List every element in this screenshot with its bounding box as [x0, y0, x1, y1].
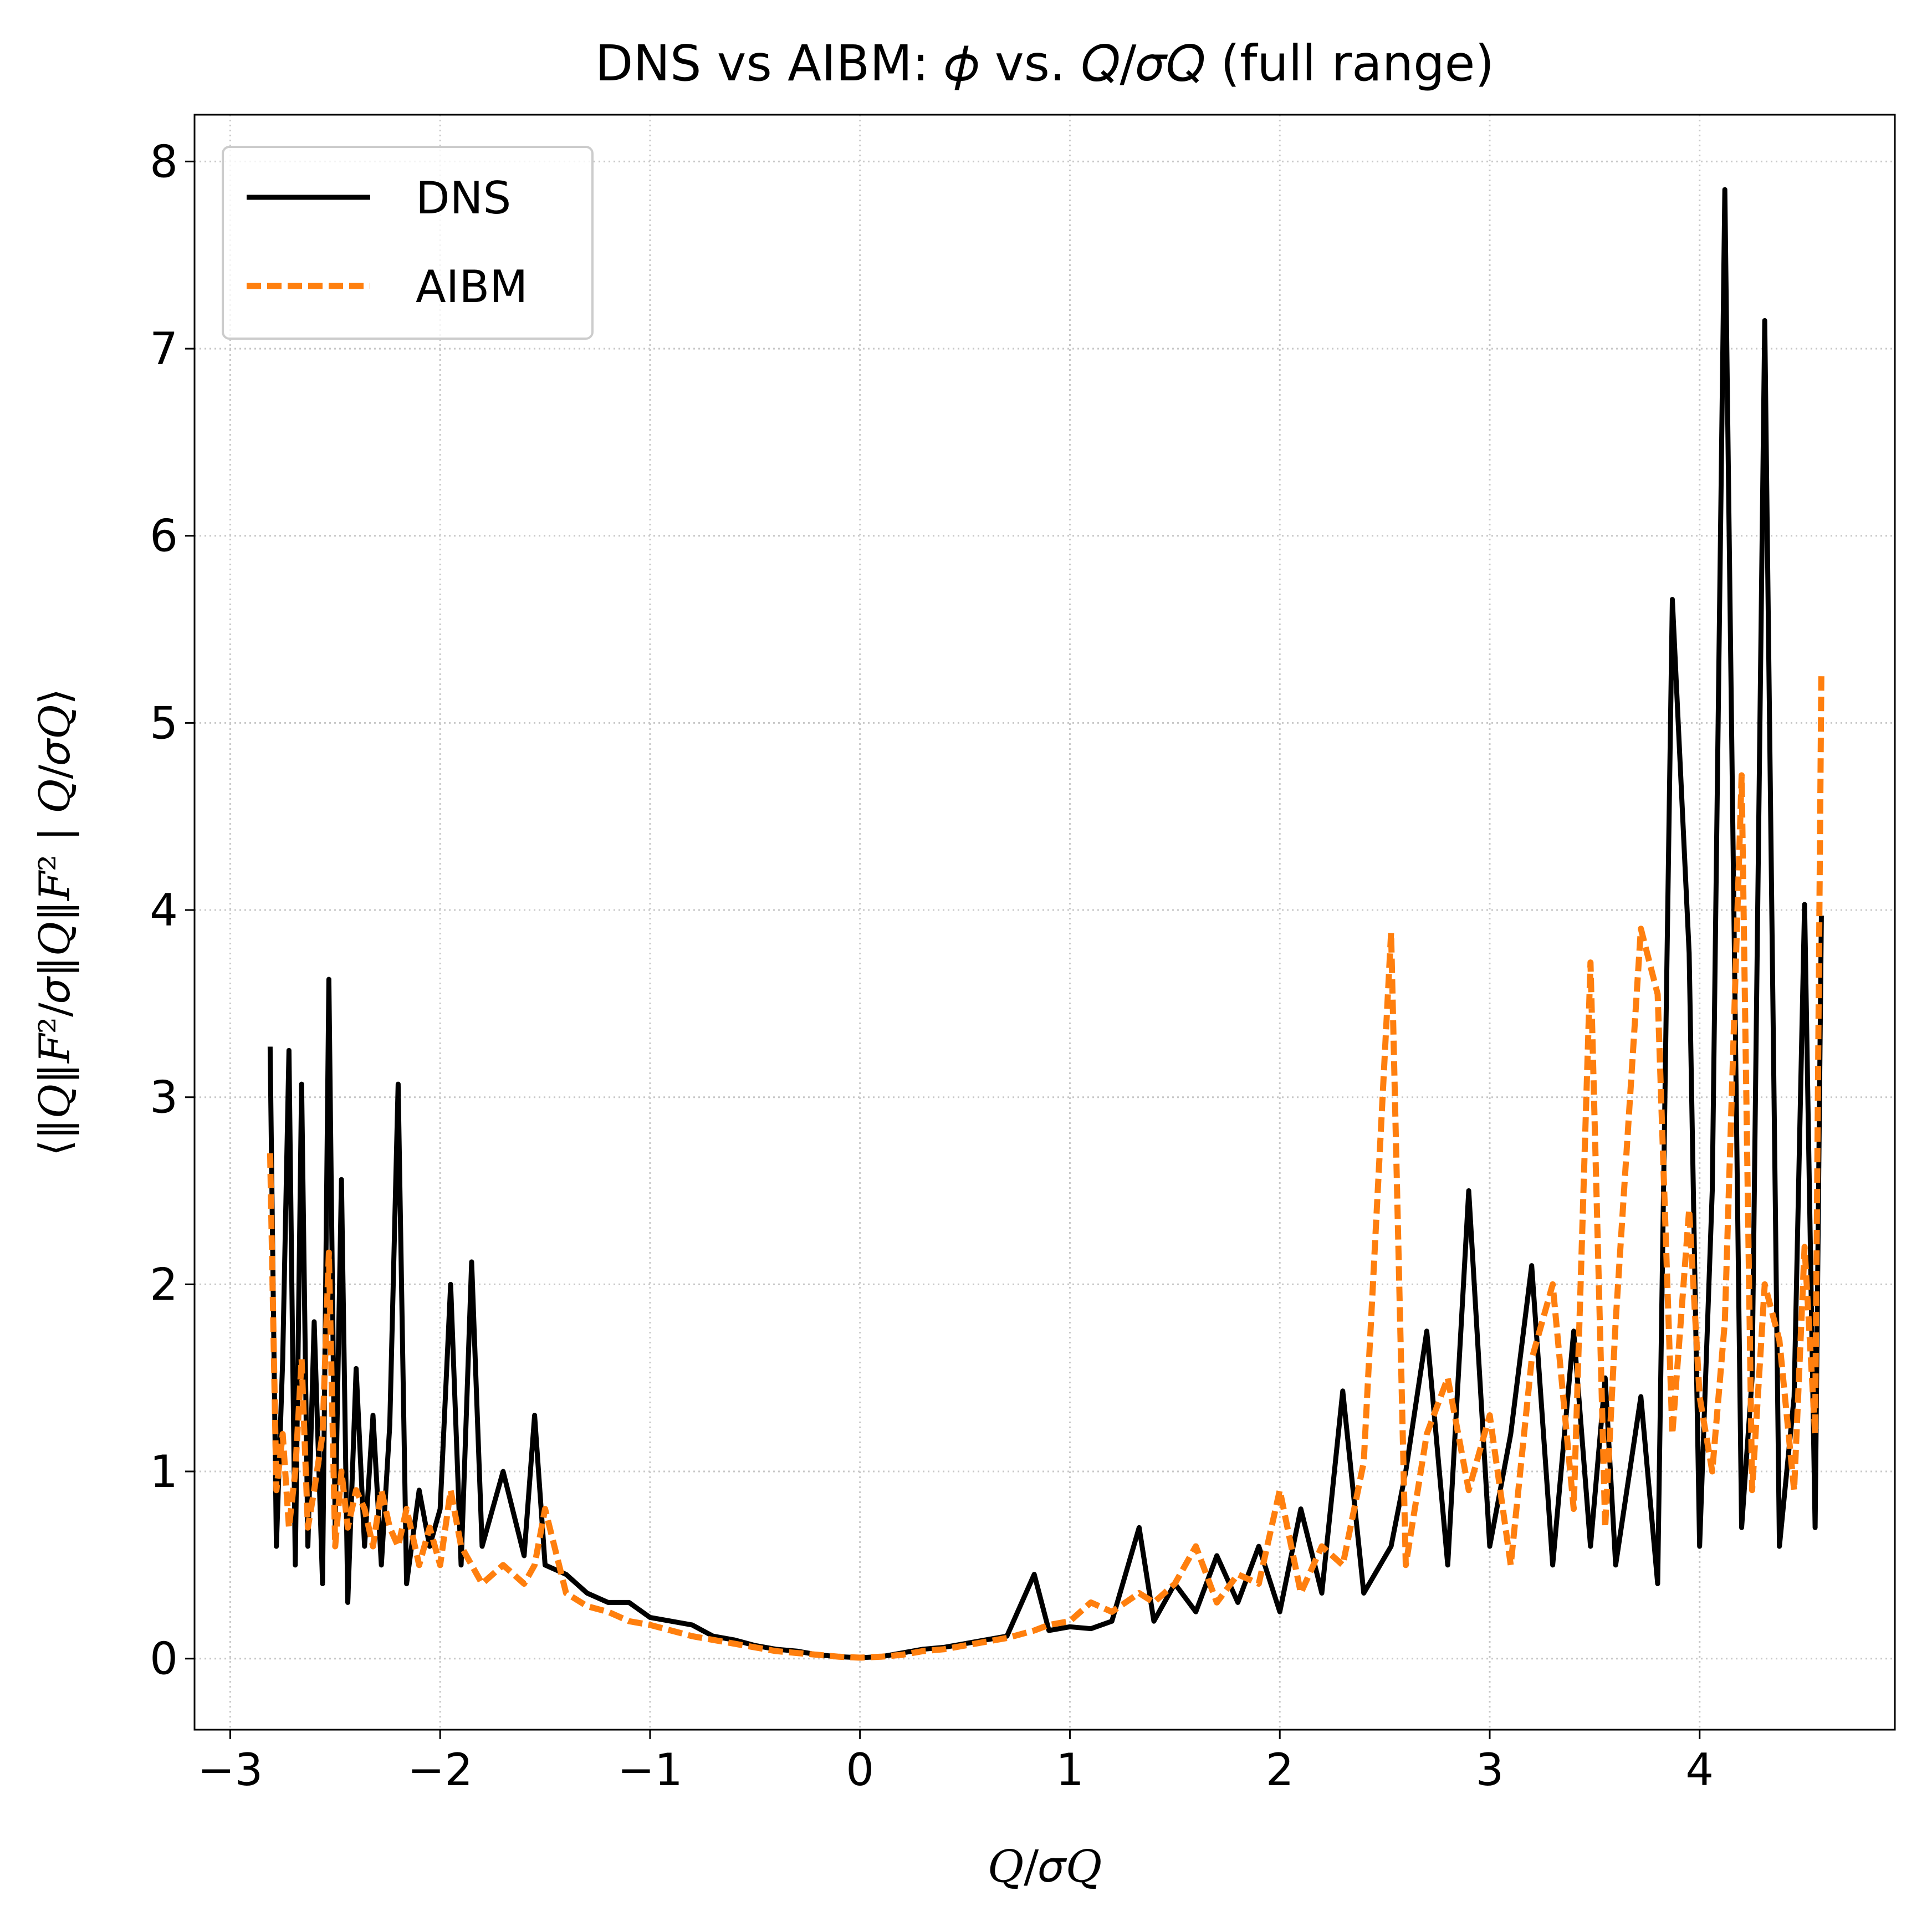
y-tick-label: 6 — [150, 510, 178, 562]
y-tick-label: 1 — [150, 1446, 178, 1497]
y-tick-label: 2 — [150, 1259, 178, 1310]
legend-box — [222, 146, 594, 340]
legend-label: AIBM — [416, 261, 528, 313]
y-tick-label: 4 — [150, 885, 178, 936]
x-tick-label: 2 — [1266, 1744, 1294, 1796]
x-tick-label: −1 — [617, 1744, 683, 1796]
x-tick-label: −2 — [407, 1744, 473, 1796]
y-axis-label: ⟨‖𝑄‖𝐹²/𝜎‖𝑄‖𝐹² | 𝑄/𝜎𝑄⟩ — [30, 688, 79, 1156]
y-tick-label: 5 — [150, 697, 178, 749]
y-tick-label: 0 — [150, 1633, 178, 1685]
y-tick-label: 7 — [150, 323, 178, 375]
x-tick-label: 0 — [846, 1744, 874, 1796]
y-tick-label: 8 — [150, 136, 178, 187]
y-tick-label: 3 — [150, 1072, 178, 1123]
x-tick-label: 1 — [1056, 1744, 1084, 1796]
x-tick-label: 4 — [1685, 1744, 1714, 1796]
legend-label: DNS — [416, 172, 511, 224]
x-tick-label: −3 — [197, 1744, 263, 1796]
data-line — [267, 670, 1824, 1661]
x-tick-label: 3 — [1476, 1744, 1504, 1796]
chart-title: DNS vs AIBM: 𝜙 vs. 𝑄/𝜎𝑄 (full range) — [595, 34, 1494, 92]
x-axis-label: 𝑄/𝜎𝑄 — [988, 1841, 1102, 1892]
plot-frame — [193, 114, 1896, 1731]
